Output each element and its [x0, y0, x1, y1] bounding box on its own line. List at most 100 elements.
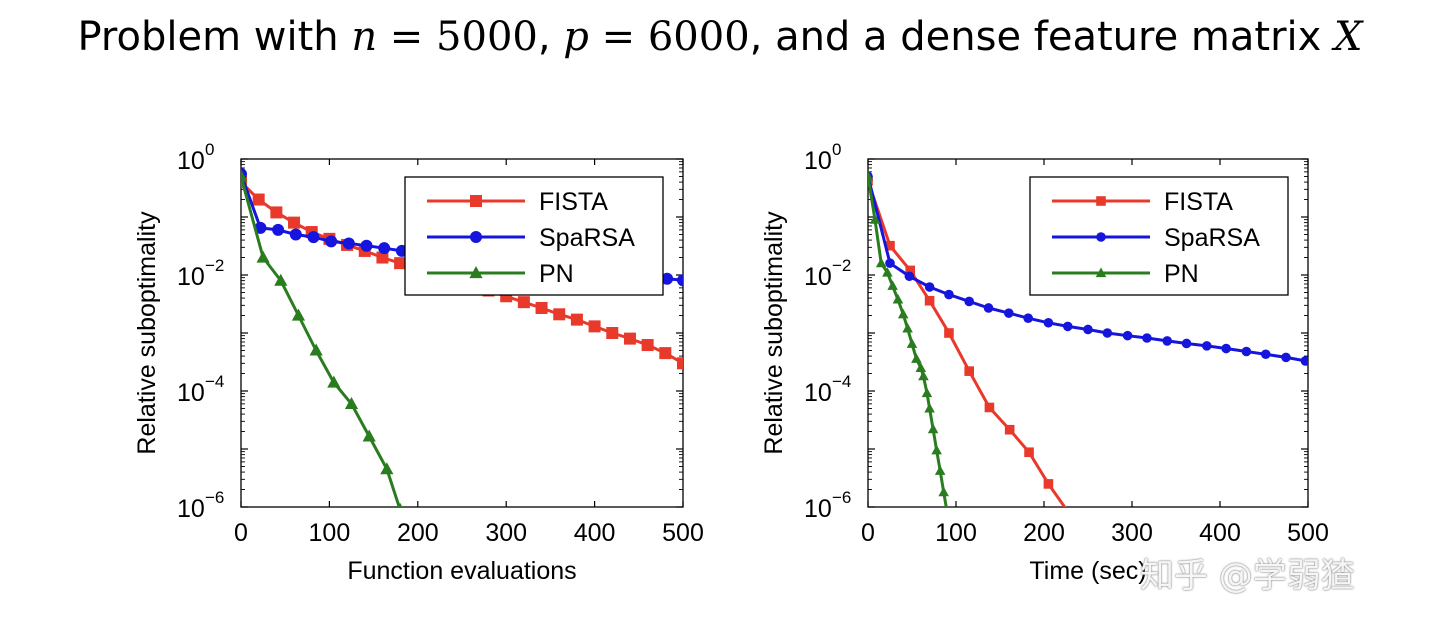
- data-point-fista: [623, 332, 636, 345]
- data-point-pn: [274, 273, 288, 286]
- data-point-fista: [270, 206, 283, 219]
- legend-label: FISTA: [539, 188, 608, 216]
- y-tick-label-base: 10: [177, 379, 205, 407]
- data-point-sparsa: [677, 274, 683, 287]
- title-p-value: 6000: [647, 14, 750, 60]
- data-point-sparsa: [1004, 308, 1014, 318]
- y-tick-label-exponent: 0: [832, 140, 841, 159]
- data-point-sparsa: [1122, 330, 1133, 341]
- legend-marker-sparsa: [470, 231, 482, 243]
- title-var-p: p: [563, 14, 589, 60]
- y-axis-label: Relative suboptimality: [760, 211, 788, 455]
- data-point-fista: [885, 240, 895, 251]
- y-tick-label-exponent: 0: [205, 140, 214, 159]
- legend-entry-pn: PN: [427, 260, 574, 288]
- data-point-pn: [882, 267, 893, 277]
- data-point-sparsa: [360, 239, 373, 252]
- data-point-pn: [868, 170, 874, 181]
- x-tick-label: 300: [1111, 519, 1153, 547]
- data-point-fista: [905, 265, 916, 276]
- data-point-pn: [887, 280, 898, 290]
- data-point-pn: [397, 502, 403, 507]
- y-tick-label-exponent: −4: [205, 372, 224, 391]
- legend-entry-sparsa: SpaRSA: [1052, 224, 1260, 252]
- data-point-sparsa: [378, 242, 391, 255]
- legend-label: PN: [539, 260, 574, 288]
- data-point-pn: [918, 370, 929, 381]
- data-point-fista: [394, 257, 407, 270]
- y-tick-label-base: 10: [804, 263, 832, 291]
- data-point-pn: [927, 423, 939, 434]
- y-tick-label-base: 10: [804, 147, 832, 175]
- legend: FISTA SpaRSA PN: [1029, 176, 1289, 296]
- data-point-sparsa: [1281, 352, 1291, 363]
- series-pn: [868, 170, 949, 507]
- data-point-pn: [902, 322, 913, 333]
- data-point-sparsa: [661, 272, 674, 285]
- y-tick-label-exponent: −6: [832, 488, 851, 507]
- legend-entry-fista: FISTA: [427, 188, 608, 216]
- data-point-sparsa: [964, 296, 974, 307]
- legend-label: FISTA: [1164, 188, 1233, 216]
- y-tick-label-exponent: −2: [205, 256, 224, 275]
- x-tick-label: 100: [309, 519, 351, 547]
- data-point-sparsa: [1023, 313, 1033, 323]
- title-n-value: 5000: [436, 14, 538, 60]
- data-point-sparsa: [1221, 343, 1231, 354]
- legend-marker-fista: [1096, 196, 1106, 206]
- data-point-pn: [362, 429, 376, 442]
- x-axis-label: Time (sec): [1029, 557, 1146, 585]
- data-point-fista: [588, 320, 601, 333]
- x-tick-label: 0: [861, 519, 875, 547]
- data-point-fista: [288, 216, 301, 229]
- data-point-fista: [570, 313, 583, 326]
- data-point-fista: [517, 296, 530, 309]
- data-point-sparsa: [885, 258, 895, 268]
- x-tick-label: 500: [1287, 519, 1329, 547]
- data-point-fista: [1043, 479, 1054, 489]
- data-point-fista: [553, 308, 566, 321]
- data-point-pn: [931, 444, 942, 455]
- title-var-n: n: [351, 14, 378, 60]
- data-point-sparsa: [1202, 341, 1212, 351]
- y-tick-label-exponent: −6: [205, 488, 224, 507]
- y-tick-label-base: 10: [177, 263, 205, 291]
- data-point-sparsa: [307, 231, 320, 244]
- data-point-pn: [380, 462, 394, 475]
- data-point-pn: [934, 465, 946, 475]
- data-point-pn: [892, 293, 904, 304]
- legend-entry-pn: PN: [1052, 260, 1199, 288]
- x-tick-label: 200: [397, 519, 439, 547]
- data-point-fista: [659, 347, 672, 360]
- page-title: Problem with n = 5000, p = 6000, and a d…: [77, 14, 1363, 60]
- data-point-sparsa: [944, 289, 954, 300]
- data-point-pn: [938, 486, 949, 497]
- data-point-pn: [906, 338, 918, 348]
- legend-label: SpaRSA: [539, 224, 635, 252]
- data-point-sparsa: [272, 223, 285, 236]
- legend: FISTA SpaRSA PN: [404, 176, 664, 296]
- x-tick-label: 300: [485, 519, 527, 547]
- data-point-pn: [924, 402, 935, 413]
- data-point-pn: [869, 214, 881, 224]
- legend-marker-fista: [470, 195, 482, 207]
- data-point-pn: [344, 396, 359, 409]
- data-point-fista: [964, 366, 974, 376]
- data-point-sparsa: [1062, 321, 1073, 332]
- data-point-fista: [677, 357, 683, 370]
- data-point-sparsa: [1102, 328, 1113, 338]
- data-point-pn: [911, 353, 922, 363]
- x-tick-label: 100: [935, 519, 977, 547]
- data-point-sparsa: [1300, 356, 1308, 366]
- data-point-sparsa: [289, 228, 302, 241]
- title-var-x: X: [1334, 14, 1363, 60]
- y-tick-label-base: 10: [177, 495, 205, 523]
- data-point-pn: [915, 362, 927, 372]
- series-fista: [868, 176, 1067, 507]
- data-point-sparsa: [1083, 324, 1093, 335]
- data-point-sparsa: [325, 235, 338, 248]
- data-point-sparsa: [342, 237, 355, 250]
- y-axis-label: Relative suboptimality: [133, 211, 161, 455]
